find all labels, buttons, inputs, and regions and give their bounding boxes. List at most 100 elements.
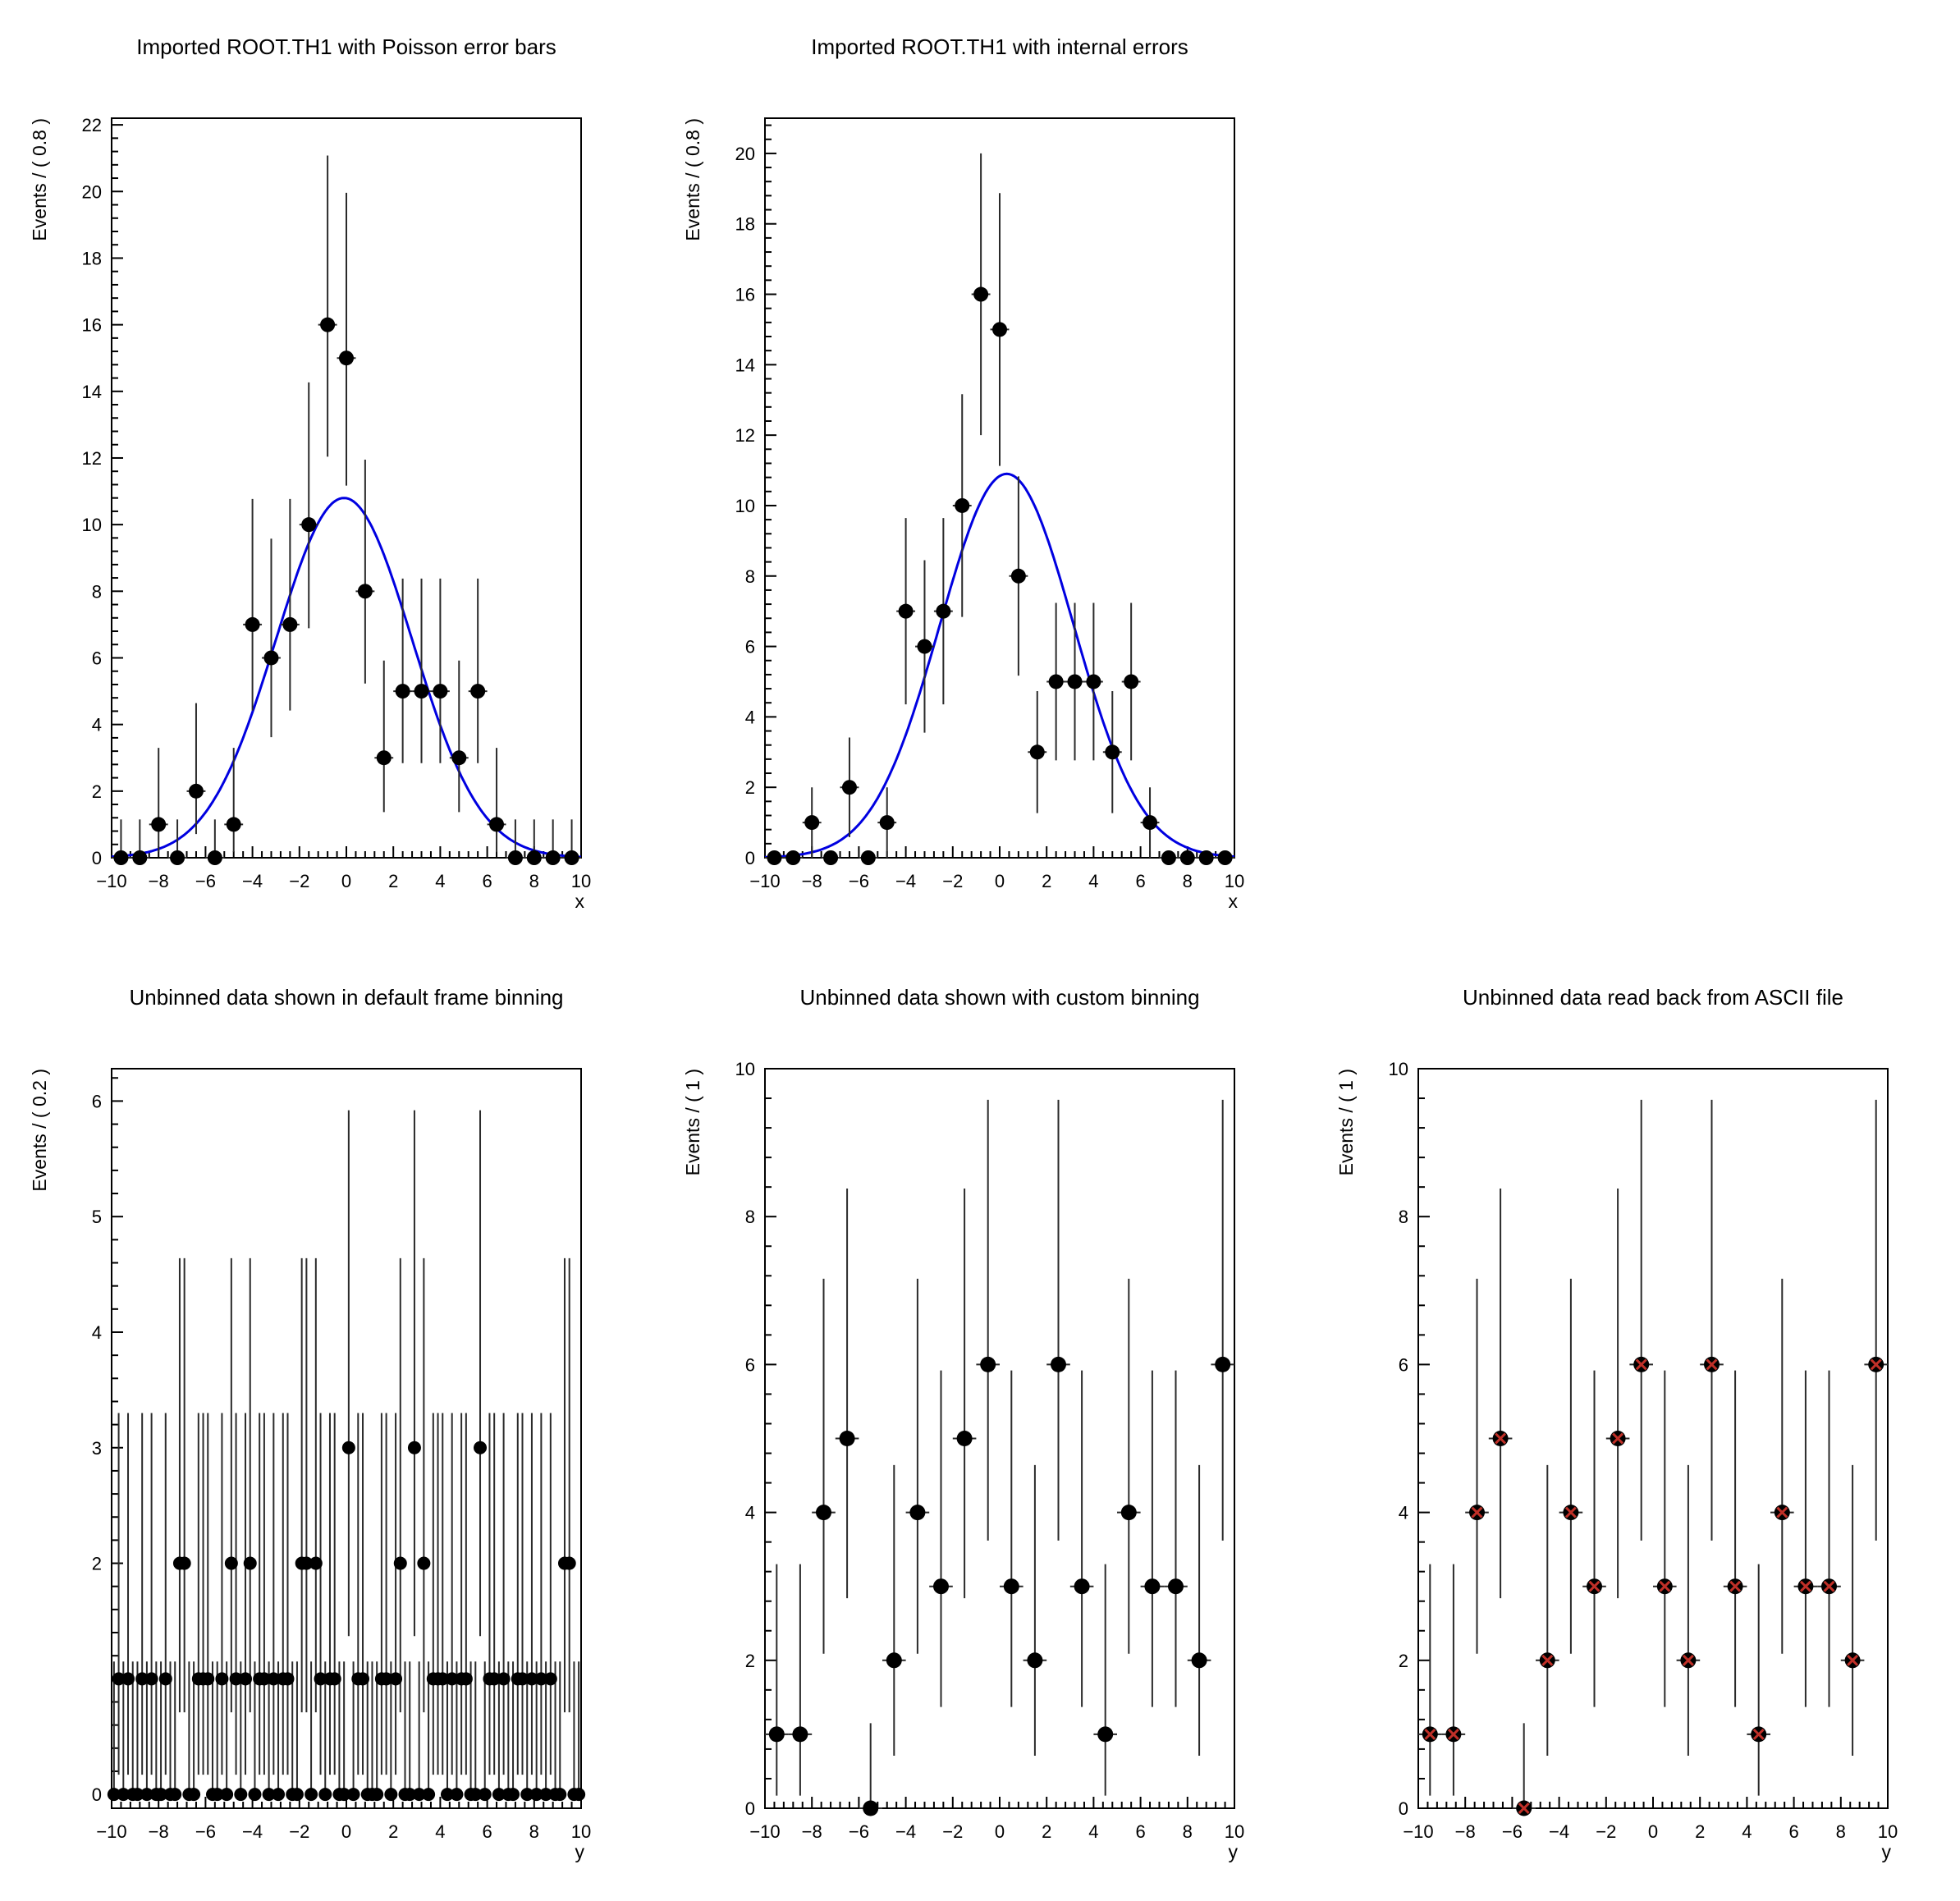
x-tick-label: −6 <box>195 1821 216 1842</box>
data-point <box>131 1788 144 1802</box>
data-point <box>132 850 148 865</box>
data-point <box>792 1726 808 1743</box>
data-point <box>445 1672 459 1686</box>
y-tick-label: 18 <box>735 214 755 235</box>
data-point-x-mark <box>1518 1803 1530 1814</box>
data-point <box>1120 1505 1137 1521</box>
data-point <box>1168 1578 1184 1595</box>
y-tick-label: 10 <box>1389 1059 1408 1079</box>
data-point <box>370 1788 384 1802</box>
data-point <box>389 1672 403 1686</box>
y-tick-label: 8 <box>745 1207 755 1227</box>
y-tick-label: 4 <box>745 707 755 727</box>
data-point <box>524 1672 538 1686</box>
data-point <box>201 1672 215 1686</box>
fit-curve <box>111 497 582 859</box>
x-tick-label: −4 <box>242 1821 263 1842</box>
x-tick-label: −6 <box>1502 1821 1523 1842</box>
plot-area: −10 −8 −6 −4 −2 0 2 4 6 8 10 0 2 4 6 8 10 <box>735 1059 1245 1842</box>
data-point <box>140 1788 153 1802</box>
plot-frame <box>764 1068 1235 1809</box>
data-point <box>422 1788 436 1802</box>
x-tick-label: 0 <box>341 871 351 891</box>
x-tick-label: 10 <box>1878 1821 1898 1842</box>
x-tick-label: 2 <box>388 871 398 891</box>
y-tick-label: 0 <box>1399 1798 1408 1819</box>
data-point <box>113 850 129 865</box>
empty-cell <box>1307 0 1960 950</box>
y-tick-label: 0 <box>92 848 102 868</box>
y-tick-label: 2 <box>1399 1651 1408 1671</box>
y-tick-label: 10 <box>82 515 102 535</box>
x-axis-title: y <box>1882 1841 1892 1862</box>
x-tick-label: −10 <box>96 871 126 891</box>
data-point <box>272 1788 286 1802</box>
y-tick-label: 16 <box>735 285 755 305</box>
x-tick-label: 0 <box>341 1821 351 1842</box>
chart-title: Unbinned data read back from ASCII file <box>1463 985 1843 1010</box>
data-point <box>262 1788 276 1802</box>
y-axis-title: Events / ( 1 ) <box>682 1069 703 1175</box>
data-point <box>539 1788 553 1802</box>
data-point <box>436 1672 450 1686</box>
chart-ascii-readback: Unbinned data read back from ASCII file … <box>1335 985 1898 1862</box>
y-tick-label: 12 <box>735 425 755 446</box>
data-point <box>320 317 336 332</box>
y-tick-label: 16 <box>82 315 102 336</box>
y-tick-label: 12 <box>82 448 102 469</box>
plot-area: −10 −8 −6 −4 −2 0 2 4 6 8 10 0 2 4 6 8 10 <box>1389 1059 1898 1842</box>
x-tick-label: −6 <box>849 871 869 891</box>
data-point <box>1003 1578 1019 1595</box>
data-point <box>309 1556 323 1570</box>
data-point-x-mark <box>1752 1728 1765 1740</box>
x-axis-title: y <box>1229 1841 1239 1862</box>
data-point <box>572 1788 586 1802</box>
chart-title: Imported ROOT.TH1 with Poisson error bar… <box>136 34 556 59</box>
y-tick-label: 5 <box>92 1207 102 1227</box>
y-tick-label: 3 <box>92 1438 102 1459</box>
x-tick-label: 10 <box>1225 871 1244 891</box>
data-point <box>488 1672 501 1686</box>
data-point <box>207 850 222 865</box>
x-tick-label: 8 <box>529 871 539 891</box>
data-point <box>839 1431 855 1446</box>
x-tick-label: 0 <box>995 1821 1005 1842</box>
x-tick-label: 6 <box>1135 1821 1145 1842</box>
chart-poisson-errors: Imported ROOT.TH1 with Poisson error bar… <box>29 34 591 912</box>
data-point <box>474 1441 488 1454</box>
data-point <box>305 1788 318 1802</box>
data-point <box>220 1788 234 1802</box>
x-tick-label: 0 <box>995 871 1005 891</box>
chart-title: Imported ROOT.TH1 with internal errors <box>811 34 1188 59</box>
y-tick-label: 8 <box>1399 1207 1408 1227</box>
y-tick-label: 10 <box>735 1059 755 1079</box>
data-point <box>451 750 467 766</box>
chart-cell-custom-binning: Unbinned data shown with custom binning … <box>653 950 1307 1901</box>
chart-custom-binning: Unbinned data shown with custom binning … <box>682 985 1245 1862</box>
data-point-x-mark <box>1495 1432 1507 1445</box>
data-point <box>339 350 354 366</box>
y-tick-label: 4 <box>745 1503 755 1523</box>
y-tick-label: 6 <box>92 1091 102 1111</box>
x-tick-label: −4 <box>895 1821 916 1842</box>
data-point <box>992 322 1007 337</box>
data-point <box>263 650 279 666</box>
y-tick-label: 2 <box>92 1554 102 1574</box>
data-point-x-mark <box>1870 1358 1882 1371</box>
data-point <box>112 1672 126 1686</box>
data-point <box>188 783 204 799</box>
y-tick-label: 6 <box>745 637 755 657</box>
data-point <box>187 1788 201 1802</box>
data-point <box>1217 850 1233 865</box>
x-tick-label: 0 <box>1648 1821 1658 1842</box>
data-point <box>1198 850 1214 865</box>
data-point <box>281 1672 295 1686</box>
x-tick-label: 2 <box>388 1821 398 1842</box>
data-point <box>1027 1652 1043 1669</box>
data-point <box>478 1788 492 1802</box>
data-point <box>534 1672 548 1686</box>
data-point <box>1048 674 1064 689</box>
y-tick-label: 10 <box>735 496 755 516</box>
data-point <box>135 1672 149 1686</box>
data-point <box>301 517 317 533</box>
